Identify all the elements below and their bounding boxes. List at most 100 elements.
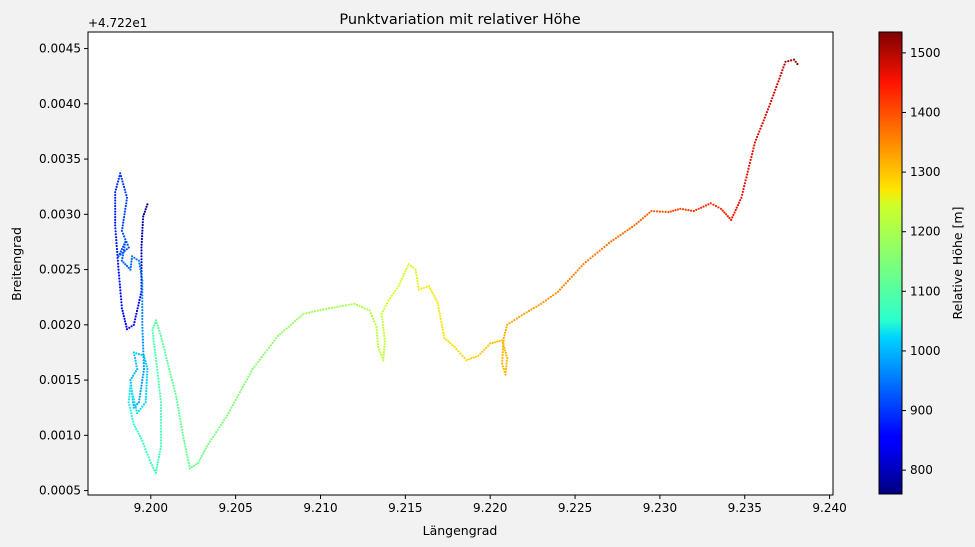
data-point — [293, 320, 297, 323]
data-point — [264, 351, 267, 354]
data-point — [141, 229, 144, 232]
data-point — [532, 307, 535, 310]
data-point — [144, 398, 147, 401]
data-point — [535, 305, 538, 308]
data-point — [380, 312, 383, 315]
data-point — [501, 362, 504, 365]
data-point — [310, 310, 314, 313]
data-point — [750, 155, 753, 159]
data-point — [253, 365, 256, 368]
data-point — [374, 323, 377, 326]
data-point — [414, 271, 418, 274]
data-point — [461, 354, 464, 357]
data-point — [557, 290, 560, 293]
data-point — [123, 243, 126, 246]
data-point — [155, 362, 158, 365]
data-point — [690, 209, 693, 212]
data-point — [120, 229, 123, 232]
data-point — [510, 320, 514, 323]
data-point — [125, 199, 128, 202]
data-point — [395, 287, 398, 290]
data-point — [130, 325, 133, 328]
data-point — [175, 398, 178, 401]
data-point — [142, 213, 146, 216]
data-point — [152, 337, 155, 340]
data-point — [296, 318, 299, 321]
data-point — [142, 367, 146, 371]
data-point — [119, 250, 122, 253]
data-point — [156, 368, 159, 371]
y-tick-label: 0.0030 — [39, 207, 81, 221]
data-point — [122, 248, 125, 252]
data-point — [122, 183, 125, 186]
data-point — [145, 450, 148, 453]
data-point — [146, 453, 149, 456]
x-tick-label: 9.240 — [812, 501, 846, 515]
data-point — [140, 255, 143, 258]
data-point — [227, 411, 230, 414]
data-point — [704, 204, 708, 207]
data-point — [155, 469, 158, 472]
data-point — [119, 175, 123, 178]
data-point — [141, 439, 144, 442]
data-point — [188, 467, 191, 470]
data-point — [518, 315, 521, 318]
data-point — [142, 350, 145, 353]
data-point — [628, 227, 631, 230]
data-point — [197, 461, 200, 465]
data-point — [747, 167, 750, 170]
data-point — [676, 208, 680, 211]
data-point — [180, 423, 183, 426]
data-point — [733, 211, 736, 214]
data-point — [135, 427, 138, 431]
data-point — [133, 356, 137, 360]
data-point — [375, 325, 378, 329]
data-point — [233, 401, 236, 404]
data-point — [741, 190, 744, 193]
data-point — [143, 357, 146, 360]
data-point — [605, 243, 608, 247]
data-point — [159, 436, 163, 439]
data-point — [164, 354, 167, 357]
data-point — [145, 205, 148, 208]
data-point — [165, 356, 168, 360]
data-point — [130, 414, 133, 418]
data-point — [212, 435, 215, 438]
data-point — [479, 352, 482, 355]
data-point — [135, 362, 138, 365]
data-point — [763, 116, 766, 119]
data-point — [145, 379, 148, 382]
data-point — [153, 343, 156, 346]
data-point — [114, 230, 117, 233]
data-point — [238, 391, 241, 394]
data-point — [631, 225, 634, 229]
data-point — [542, 301, 545, 304]
data-point — [186, 456, 189, 459]
data-point — [327, 307, 331, 310]
data-point — [231, 404, 234, 407]
data-point — [131, 417, 134, 420]
data-point — [440, 323, 443, 326]
data-point — [434, 296, 437, 300]
data-point — [183, 442, 186, 445]
data-point — [158, 329, 161, 332]
data-point — [415, 277, 419, 280]
data-point — [114, 202, 117, 205]
data-point — [120, 298, 123, 301]
data-point — [717, 206, 720, 209]
data-point — [537, 304, 540, 307]
data-point — [119, 172, 122, 175]
data-point — [501, 365, 504, 368]
data-point — [122, 232, 125, 235]
data-point — [133, 321, 136, 324]
data-point — [163, 351, 167, 354]
data-point — [128, 326, 131, 329]
data-point — [697, 207, 700, 210]
data-point — [753, 144, 756, 147]
data-point — [523, 312, 526, 315]
data-point — [692, 209, 695, 213]
data-point — [142, 354, 146, 357]
data-point — [130, 390, 133, 393]
data-point — [144, 401, 147, 404]
